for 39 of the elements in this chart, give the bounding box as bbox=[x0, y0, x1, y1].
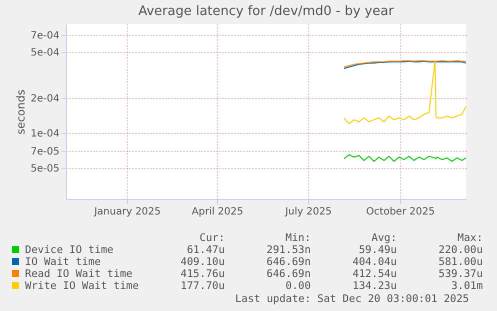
x-tick-label: April 2025 bbox=[192, 206, 244, 218]
text: 3.01m bbox=[450, 280, 483, 292]
text: 404.04u bbox=[352, 256, 397, 268]
y-tick-label: 1e-04 bbox=[30, 128, 60, 140]
x-tick-label: January 2025 bbox=[93, 206, 161, 218]
text: Max: bbox=[456, 232, 483, 244]
text: 59.49u bbox=[358, 244, 397, 256]
y-tick-label: 5e-04 bbox=[30, 47, 60, 58]
text: 646.69n bbox=[266, 256, 311, 268]
text: 0.00 bbox=[284, 280, 311, 292]
text: Avg: bbox=[370, 232, 397, 244]
y-tick-label: 7e-05 bbox=[30, 146, 60, 158]
legend-label: Write IO Wait time bbox=[24, 280, 139, 292]
text: 581.00u bbox=[438, 256, 483, 268]
text: 134.23u bbox=[352, 280, 397, 292]
chart-title: Average latency for /dev/md0 - by year bbox=[138, 4, 394, 19]
text: 177.70u bbox=[180, 280, 225, 292]
text: 409.10u bbox=[180, 256, 225, 268]
y-tick-label: 2e-04 bbox=[30, 94, 60, 105]
y-tick-label: 5e-05 bbox=[30, 163, 60, 174]
text: 646.69n bbox=[266, 268, 311, 280]
x-tick-label: October 2025 bbox=[366, 206, 435, 218]
text: Cur: bbox=[198, 232, 225, 244]
text: 539.37u bbox=[438, 268, 483, 280]
text: 220.00u bbox=[438, 244, 483, 256]
y-tick-label: 7e-04 bbox=[30, 30, 60, 42]
text: 291.53n bbox=[266, 244, 311, 256]
text: Min: bbox=[284, 232, 311, 244]
legend-label: Device IO time bbox=[24, 244, 115, 256]
text: 61.47u bbox=[186, 244, 225, 256]
text: Last update: Sat Dec 20 03:00:01 2025 bbox=[235, 293, 469, 305]
legend-label: Read IO Wait time bbox=[24, 268, 134, 280]
y-axis-title: seconds bbox=[14, 89, 28, 134]
text: 412.54u bbox=[352, 268, 397, 280]
x-tick-label: July 2025 bbox=[284, 206, 332, 218]
line-series bbox=[344, 60, 466, 124]
text: 415.76u bbox=[180, 268, 225, 280]
legend-label: IO Wait time bbox=[24, 256, 102, 268]
line-series bbox=[344, 154, 466, 162]
